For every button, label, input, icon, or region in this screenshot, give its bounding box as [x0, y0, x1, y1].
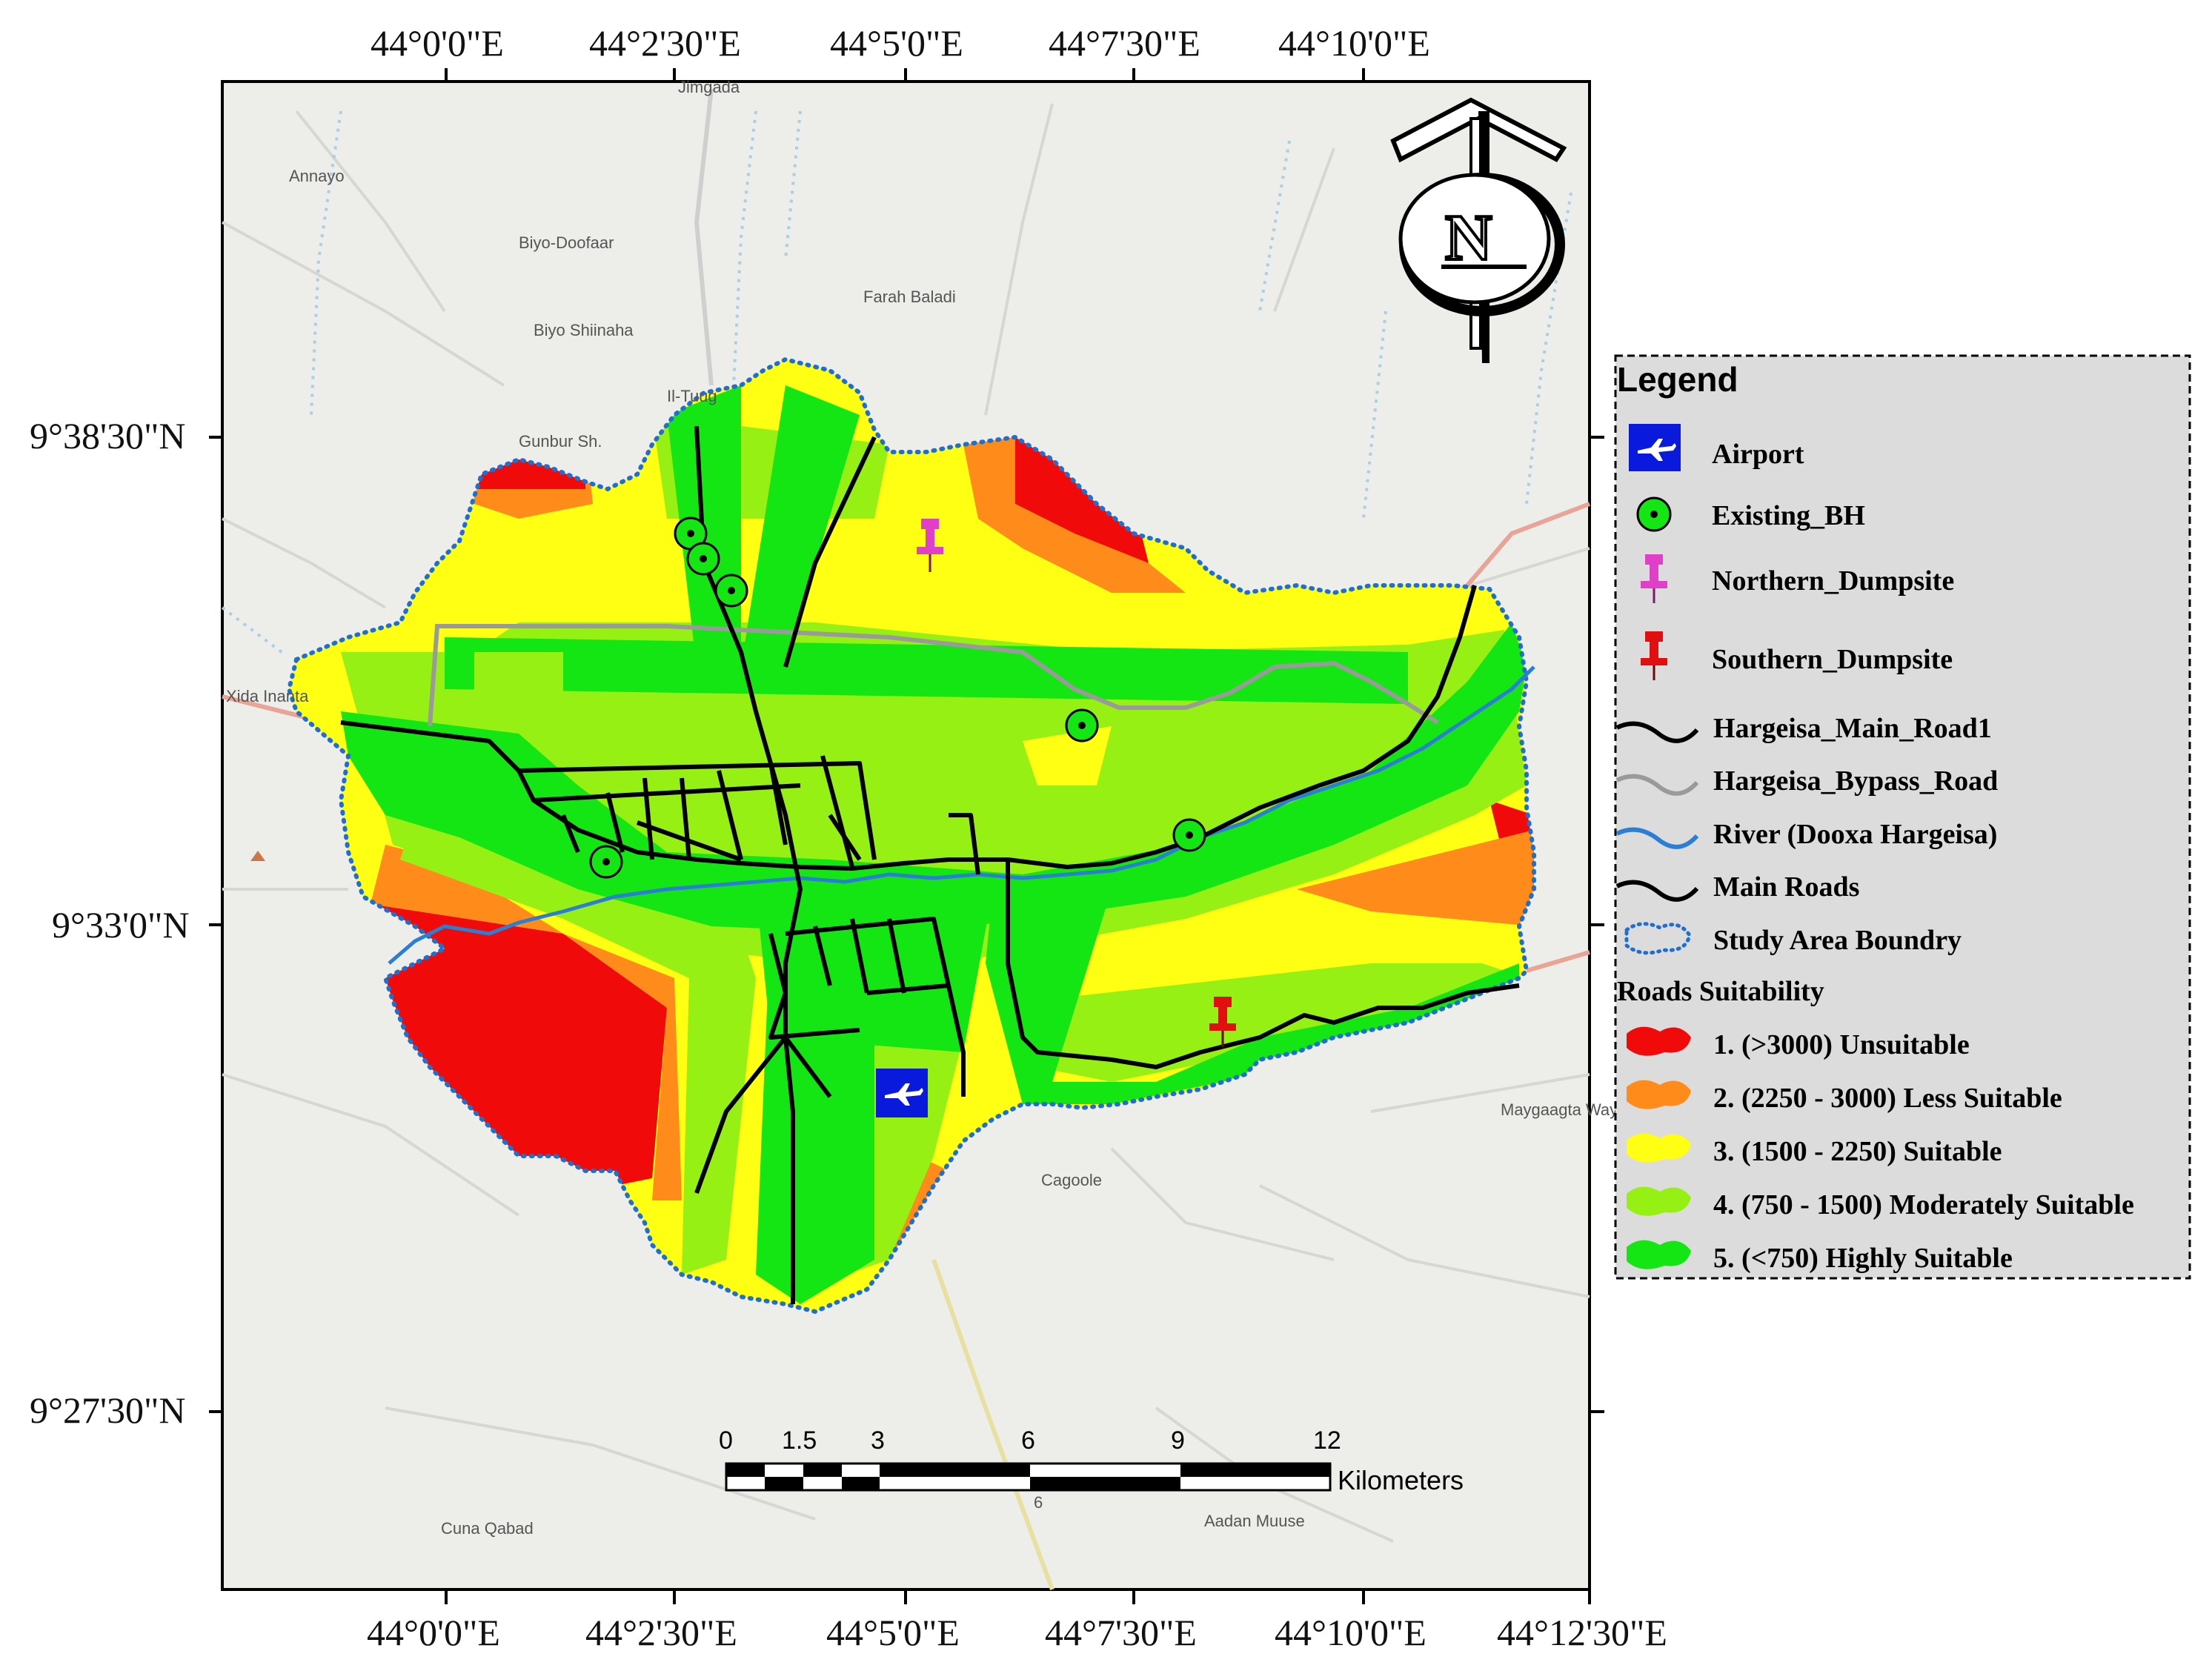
legend-line-symbol	[1615, 774, 1699, 796]
place-label: Biyo Shiinaha	[534, 321, 634, 339]
scale-tick-label: 3	[871, 1426, 885, 1455]
legend-item-label: Existing_BH	[1712, 500, 1865, 531]
basemap-streams	[221, 110, 1572, 654]
top-tick-label: 44°2'30"E	[589, 22, 741, 64]
legend-item-label: Main Roads	[1713, 871, 1859, 903]
bottom-tick-label: 44°10'0"E	[1275, 1612, 1426, 1653]
legend-line-symbol	[1615, 827, 1699, 849]
legend-item-label: Northern_Dumpsite	[1712, 565, 1954, 597]
legend-class-swatch	[1627, 1133, 1691, 1163]
legend-line-symbol	[1615, 721, 1699, 743]
top-tick-label: 44°5'0"E	[830, 22, 963, 64]
place-label: Aadan Muuse	[1204, 1512, 1305, 1530]
place-label: Gunbur Sh.	[519, 432, 602, 451]
airport-icon	[876, 1069, 928, 1117]
legend-item-label: Airport	[1712, 439, 1804, 470]
scale-tick-label: 12	[1313, 1426, 1341, 1455]
legend-line-symbol	[1615, 880, 1699, 902]
legend-class-swatch	[1627, 1240, 1691, 1269]
left-tick-label: 9°38'30"N	[30, 415, 186, 456]
north-label: N	[1445, 202, 1492, 274]
legend-box	[1614, 354, 2191, 1280]
place-label: Annayo	[289, 167, 345, 185]
existing-boreholes	[589, 516, 1206, 879]
legend-airport-icon	[1629, 424, 1681, 471]
legend-class-swatch	[1627, 1186, 1691, 1216]
place-label: Cagoole	[1041, 1171, 1102, 1189]
legend-boundary-symbol	[1624, 922, 1692, 955]
north-arrow-compass: N	[1390, 97, 1567, 363]
bottom-tick-label: 44°7'30"E	[1045, 1612, 1197, 1653]
legend-title: Legend	[1617, 360, 1738, 399]
triangle-marker-icon	[250, 851, 265, 861]
place-label: Jimgada	[678, 78, 740, 96]
legend-item-label: Southern_Dumpsite	[1712, 644, 1953, 675]
legend: Legend Airport Existing_BH Northern_Dump…	[1614, 354, 2191, 1280]
highway-pink	[222, 502, 1591, 1591]
legend-class-label: 2. (2250 - 3000) Less Suitable	[1713, 1083, 2062, 1114]
bottom-ticks	[445, 1589, 1591, 1604]
legend-pushpin-icon	[1641, 631, 1667, 680]
top-tick-label: 44°7'30"E	[1049, 22, 1200, 64]
legend-item-label: Hargeisa_Bypass_Road	[1713, 765, 1998, 797]
borehole-icon	[589, 845, 623, 879]
place-labels: Jimgada Annayo Biyo-Doofaar Farah Baladi…	[226, 78, 1627, 1538]
legend-class-label: 4. (750 - 1500) Moderately Suitable	[1713, 1189, 2134, 1220]
legend-borehole-icon	[1636, 496, 1672, 532]
bottom-axis-labels: 44°0'0"E 44°2'30"E 44°5'0"E 44°7'30"E 44…	[367, 1612, 1667, 1653]
legend-class-label: 5. (<750) Highly Suitable	[1713, 1243, 2013, 1274]
left-ticks	[209, 436, 222, 1413]
bottom-tick-label: 44°0'0"E	[367, 1612, 500, 1653]
place-label: Biyo-Doofaar	[519, 233, 614, 252]
top-ticks	[445, 68, 1365, 82]
river-dooxa-hargeisa	[388, 665, 1535, 965]
legend-class-label: 3. (1500 - 2250) Suitable	[1713, 1136, 2002, 1167]
legend-class-swatch	[1627, 1026, 1691, 1056]
place-label: Cuna Qabad	[441, 1519, 534, 1538]
legend-item-label: Hargeisa_Main_Road1	[1713, 713, 1992, 744]
basemap-roads	[222, 88, 1590, 1543]
borehole-icon	[714, 574, 748, 608]
legend-item-label: River (Dooxa Hargeisa)	[1713, 819, 1997, 850]
legend-class-label: 1. (>3000) Unsuitable	[1713, 1029, 1970, 1060]
scale-unit-label: Kilometers	[1338, 1465, 1464, 1495]
borehole-icon	[1065, 708, 1099, 743]
main-roads	[340, 425, 1520, 1304]
borehole-icon	[686, 542, 720, 576]
hargeisa-bypass-road	[428, 624, 1439, 727]
scale-tick-label: 1.5	[782, 1426, 817, 1455]
scale-tick-label: 9	[1171, 1426, 1185, 1455]
place-label: Xida Inanta	[226, 687, 309, 705]
left-axis-labels: 9°38'30"N 9°33'0"N 9°27'30"N	[30, 415, 190, 1431]
top-tick-label: 44°10'0"E	[1278, 22, 1430, 64]
left-tick-label: 9°27'30"N	[30, 1389, 186, 1431]
legend-class-swatch	[1627, 1080, 1691, 1109]
northern-dumpsite-pushpin-icon	[917, 519, 943, 572]
southern-dumpsite-pushpin-icon	[1209, 997, 1236, 1047]
place-label: 6	[1034, 1493, 1043, 1512]
legend-pushpin-icon	[1641, 554, 1667, 603]
place-label: Maygaagta Wayn	[1501, 1100, 1627, 1119]
scale-bar: 0 1.5 3 6 9 12 Kilometers	[719, 1426, 1464, 1495]
scale-tick-label: 6	[1021, 1426, 1035, 1455]
right-ticks	[1590, 436, 1604, 1413]
bottom-tick-label: 44°12'30"E	[1497, 1612, 1667, 1653]
legend-subtitle: Roads Suitability	[1617, 976, 1824, 1007]
legend-item-label: Study Area Boundry	[1713, 925, 1962, 956]
top-tick-label: 44°0'0"E	[371, 22, 504, 64]
top-axis-labels: 44°0'0"E 44°2'30"E 44°5'0"E 44°7'30"E 44…	[371, 22, 1430, 64]
place-label: Il-Tuug	[667, 387, 717, 405]
bottom-tick-label: 44°5'0"E	[826, 1612, 960, 1653]
left-tick-label: 9°33'0"N	[52, 904, 190, 946]
scale-tick-label: 0	[719, 1426, 733, 1455]
place-label: Farah Baladi	[863, 288, 956, 306]
bottom-tick-label: 44°2'30"E	[585, 1612, 737, 1653]
borehole-icon	[1172, 818, 1206, 852]
